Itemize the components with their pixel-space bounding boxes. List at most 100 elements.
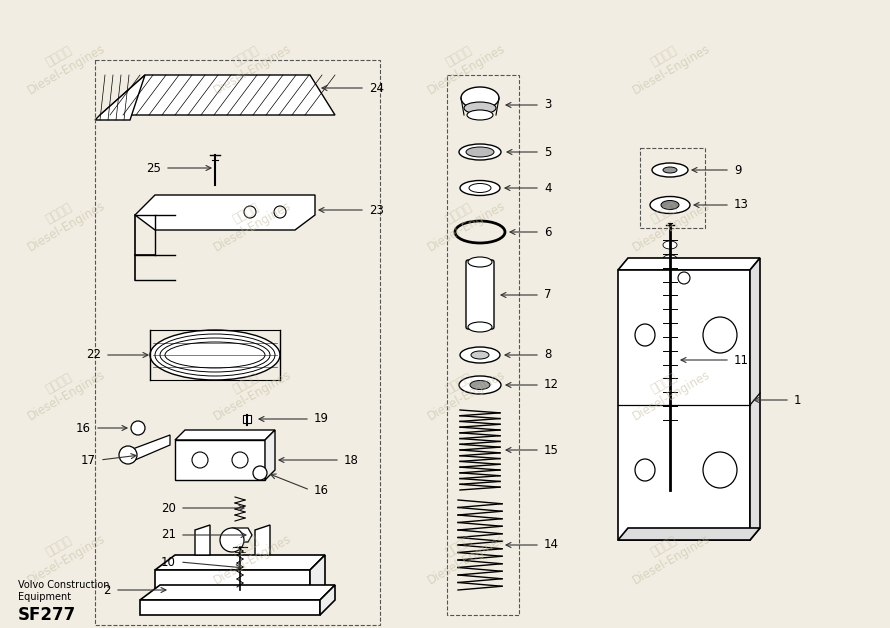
Circle shape (232, 452, 248, 468)
Polygon shape (135, 195, 315, 230)
Text: 22: 22 (86, 349, 101, 362)
Text: 17: 17 (81, 453, 96, 467)
Ellipse shape (464, 102, 496, 114)
Text: 1: 1 (794, 394, 802, 406)
Polygon shape (100, 75, 335, 115)
Ellipse shape (459, 376, 501, 394)
Ellipse shape (468, 322, 492, 332)
Text: 紫发动力
Diesel-Engines: 紫发动力 Diesel-Engines (205, 186, 294, 254)
Ellipse shape (663, 296, 677, 305)
Text: 19: 19 (314, 413, 329, 426)
Text: 2: 2 (103, 583, 111, 597)
Text: 10: 10 (161, 556, 176, 568)
Bar (618, 270, 750, 540)
Bar (640, 148, 705, 228)
Circle shape (244, 206, 256, 218)
Circle shape (220, 528, 244, 552)
Bar (447, 75, 519, 615)
Polygon shape (618, 258, 760, 270)
Text: 16: 16 (314, 484, 329, 497)
Text: 24: 24 (369, 82, 384, 94)
Ellipse shape (663, 352, 677, 360)
Ellipse shape (661, 200, 679, 210)
Ellipse shape (663, 241, 677, 249)
Text: 紫发动力
Diesel-Engines: 紫发动力 Diesel-Engines (205, 519, 294, 587)
Text: 20: 20 (161, 502, 176, 514)
Text: 紫发动力
Diesel-Engines: 紫发动力 Diesel-Engines (205, 29, 294, 97)
Circle shape (119, 446, 137, 464)
Bar (140, 600, 320, 615)
Polygon shape (155, 555, 325, 570)
Ellipse shape (663, 421, 677, 429)
Ellipse shape (663, 338, 677, 346)
Ellipse shape (461, 87, 499, 109)
Polygon shape (95, 75, 145, 120)
Text: 9: 9 (734, 163, 741, 176)
Ellipse shape (663, 407, 677, 415)
Text: SF277: SF277 (18, 606, 77, 624)
Ellipse shape (468, 257, 492, 267)
Ellipse shape (471, 351, 489, 359)
Text: 紫发动力
Diesel-Engines: 紫发动力 Diesel-Engines (418, 355, 507, 423)
Ellipse shape (663, 269, 677, 277)
Text: 紫发动力
Diesel-Engines: 紫发动力 Diesel-Engines (623, 355, 712, 423)
Polygon shape (265, 430, 275, 480)
Polygon shape (130, 435, 170, 460)
Text: 7: 7 (544, 288, 552, 301)
Text: 紫发动力
Diesel-Engines: 紫发动力 Diesel-Engines (418, 29, 507, 97)
Ellipse shape (460, 347, 500, 363)
Polygon shape (140, 585, 335, 600)
Text: Equipment: Equipment (18, 592, 71, 602)
Ellipse shape (663, 310, 677, 318)
Text: 21: 21 (161, 529, 176, 541)
Text: 紫发动力
Diesel-Engines: 紫发动力 Diesel-Engines (623, 186, 712, 254)
Ellipse shape (663, 365, 677, 374)
Bar (155, 570, 310, 600)
Circle shape (274, 206, 286, 218)
Text: 16: 16 (76, 421, 91, 435)
Text: 4: 4 (544, 181, 552, 195)
Ellipse shape (663, 283, 677, 291)
Text: 11: 11 (734, 354, 749, 367)
Text: 3: 3 (544, 99, 552, 112)
Ellipse shape (466, 147, 494, 157)
Polygon shape (195, 525, 210, 555)
Ellipse shape (467, 110, 493, 120)
Ellipse shape (663, 324, 677, 332)
Ellipse shape (652, 163, 688, 177)
Ellipse shape (703, 452, 737, 488)
Text: 18: 18 (344, 453, 359, 467)
Text: 14: 14 (544, 538, 559, 551)
Bar (95, 60, 380, 625)
Ellipse shape (460, 180, 500, 195)
Ellipse shape (459, 144, 501, 160)
Ellipse shape (663, 393, 677, 401)
Text: 12: 12 (544, 379, 559, 391)
Circle shape (678, 272, 690, 284)
Ellipse shape (663, 167, 677, 173)
Text: 紫发动力
Diesel-Engines: 紫发动力 Diesel-Engines (205, 355, 294, 423)
Text: 15: 15 (544, 443, 559, 457)
Text: 8: 8 (544, 349, 552, 362)
Ellipse shape (150, 330, 280, 380)
Text: 紫发动力
Diesel-Engines: 紫发动力 Diesel-Engines (18, 519, 107, 587)
Ellipse shape (703, 317, 737, 353)
FancyBboxPatch shape (466, 260, 494, 329)
Polygon shape (750, 258, 760, 540)
Polygon shape (255, 525, 270, 555)
Bar (243, 415, 251, 423)
Circle shape (192, 452, 208, 468)
Text: 13: 13 (734, 198, 748, 212)
Polygon shape (320, 585, 335, 615)
Ellipse shape (469, 183, 491, 193)
Text: 紫发动力
Diesel-Engines: 紫发动力 Diesel-Engines (18, 186, 107, 254)
Text: 紫发动力
Diesel-Engines: 紫发动力 Diesel-Engines (418, 186, 507, 254)
Text: 23: 23 (369, 203, 384, 217)
Polygon shape (175, 430, 275, 440)
Text: 6: 6 (544, 225, 552, 239)
Text: 紫发动力
Diesel-Engines: 紫发动力 Diesel-Engines (18, 355, 107, 423)
Text: 25: 25 (146, 161, 161, 175)
Ellipse shape (635, 459, 655, 481)
Circle shape (131, 421, 145, 435)
Text: 紫发动力
Diesel-Engines: 紫发动力 Diesel-Engines (18, 29, 107, 97)
